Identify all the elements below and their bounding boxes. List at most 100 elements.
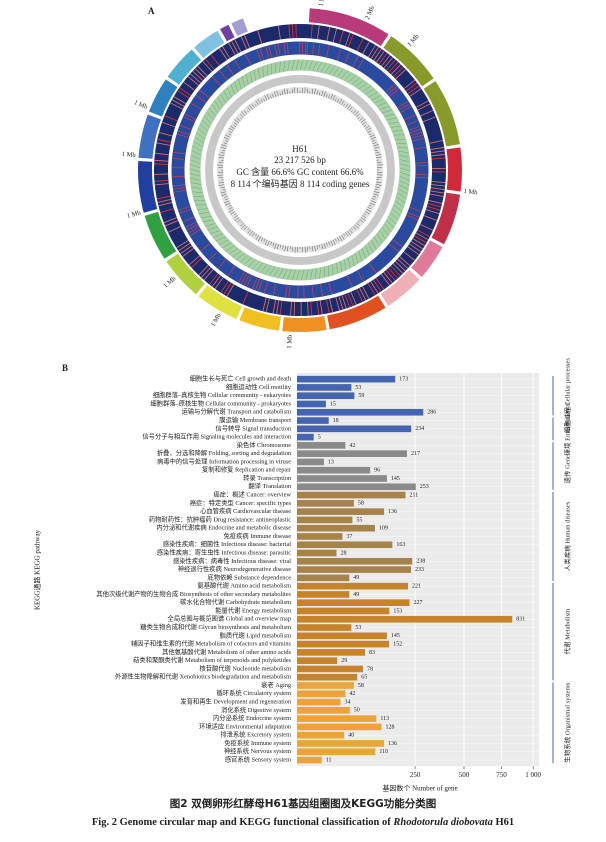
feature-tick <box>186 224 198 231</box>
feature-tick <box>157 198 172 203</box>
caption-species: Rhodotorula diobovata <box>392 817 492 828</box>
feature-tick <box>417 229 431 237</box>
gc-skew <box>375 186 380 188</box>
y-tick-label: 环境适应 Environmental adaptation <box>199 721 292 730</box>
x-tick-label: 750 <box>496 771 507 779</box>
gc-skew <box>221 193 227 196</box>
hatch <box>205 223 216 227</box>
feature-tick <box>158 132 173 137</box>
feature-tick <box>407 246 420 256</box>
feature-tick <box>367 282 376 296</box>
hatch <box>390 126 401 128</box>
feature-tick <box>428 199 443 204</box>
hatch <box>374 236 380 247</box>
gc-skew <box>247 227 250 230</box>
feature-tick <box>246 275 253 287</box>
feature-tick <box>311 285 314 298</box>
bar <box>297 425 412 433</box>
gc-skew <box>244 226 248 230</box>
hatch <box>228 248 238 255</box>
hatch <box>262 66 264 77</box>
hatch <box>208 108 216 117</box>
hatch <box>361 248 366 259</box>
feature-tick <box>431 184 446 187</box>
feature-tick <box>157 138 172 143</box>
bar <box>297 640 390 648</box>
gc-skew <box>372 195 377 198</box>
feature-tick <box>387 86 398 95</box>
value-label: 29 <box>341 658 347 664</box>
gc-skew <box>264 239 268 245</box>
gc-skew <box>276 90 279 97</box>
hatch <box>347 257 351 269</box>
feature-tick <box>182 247 195 257</box>
feature-tick <box>178 206 191 211</box>
value-label: 217 <box>411 451 420 457</box>
value-label: 221 <box>412 584 421 590</box>
gc-skew <box>345 232 349 236</box>
feature-tick <box>410 131 423 137</box>
gc-skew <box>221 144 227 147</box>
hatch <box>269 266 276 276</box>
gc-skew <box>284 88 286 95</box>
y-tick-label: 内分泌系统 Endocrine system <box>213 713 291 722</box>
gc-skew <box>225 134 231 138</box>
hatch <box>396 196 406 203</box>
gc-skew <box>366 127 372 131</box>
bar <box>297 491 406 499</box>
value-label: 59 <box>358 393 364 399</box>
bar <box>297 607 390 615</box>
genome-name: H61 <box>292 144 308 154</box>
feature-tick <box>177 90 190 99</box>
feature-tick <box>182 216 195 223</box>
hatch <box>344 72 352 81</box>
gc-skew <box>328 241 330 245</box>
gc-skew <box>286 88 288 95</box>
gc-skew <box>325 242 328 246</box>
bar <box>297 682 354 689</box>
y-tick-label: 药物耐药性：抗肿瘤药 Drug resistance: antineoplast… <box>149 514 291 523</box>
hatch <box>336 262 338 274</box>
contig-segment <box>166 253 206 295</box>
feature-tick <box>179 87 192 96</box>
gc-skew <box>318 92 321 96</box>
gc-skew <box>354 111 359 116</box>
feature-tick <box>356 289 364 303</box>
value-label: 18 <box>333 418 339 424</box>
gc-skew <box>264 95 268 101</box>
value-label: 110 <box>379 749 388 755</box>
feature-tick <box>388 61 399 73</box>
value-label: 42 <box>349 443 355 449</box>
contig-segment <box>308 8 389 47</box>
feature-tick <box>268 45 273 58</box>
feature-tick <box>241 272 248 284</box>
contig-segment <box>383 36 434 87</box>
gc-skew <box>233 122 238 126</box>
feature-tick <box>431 153 446 157</box>
hatch <box>351 255 355 266</box>
hatch <box>355 80 364 87</box>
hatch <box>379 230 386 240</box>
bar <box>297 756 322 764</box>
hatch <box>314 268 317 280</box>
hatch <box>210 230 221 234</box>
gc-skew <box>343 103 345 107</box>
bar <box>297 707 350 714</box>
feature-tick <box>393 66 404 78</box>
y-tick-label: 折叠、分选和降解 Folding, sorting and degradatio… <box>157 448 292 457</box>
feature-tick <box>176 240 189 249</box>
hatch <box>191 150 202 156</box>
value-label: 58 <box>358 683 364 689</box>
value-label: 136 <box>388 509 397 515</box>
hatch <box>371 239 377 250</box>
feature-tick <box>177 133 189 138</box>
hatch <box>304 60 309 71</box>
group-label: 遗传 Genetic <box>562 449 571 484</box>
feature-tick <box>320 284 324 297</box>
gc-skew <box>241 224 246 229</box>
feature-tick <box>306 42 309 55</box>
hatch <box>388 216 397 225</box>
value-label: 50 <box>354 708 360 714</box>
feature-tick <box>389 88 400 97</box>
gc-skew <box>311 246 314 252</box>
